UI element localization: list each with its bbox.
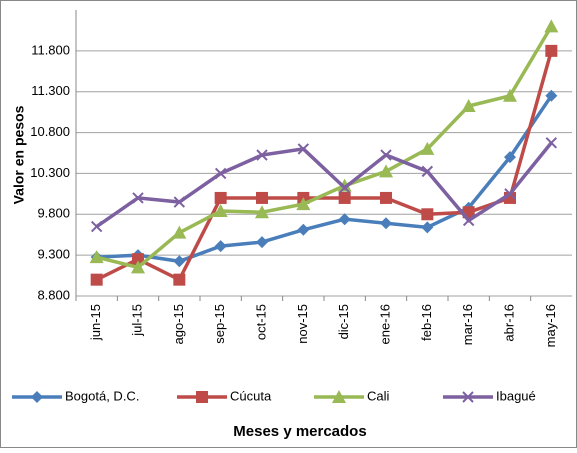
legend-label: Ibagué bbox=[496, 388, 536, 403]
marker bbox=[256, 149, 268, 161]
marker bbox=[462, 391, 474, 403]
marker bbox=[421, 208, 434, 221]
marker bbox=[90, 273, 103, 286]
x-tick-label: jul-15 bbox=[129, 304, 144, 337]
marker bbox=[173, 273, 186, 286]
series-line bbox=[95, 141, 553, 228]
marker bbox=[214, 167, 227, 180]
marker bbox=[173, 255, 186, 268]
marker bbox=[420, 141, 435, 155]
legend-label: Cúcuta bbox=[230, 388, 272, 403]
y-tick-label: 9.800 bbox=[37, 206, 70, 221]
marker bbox=[462, 214, 475, 227]
series-line bbox=[95, 50, 554, 282]
marker bbox=[545, 44, 558, 57]
marker bbox=[214, 240, 227, 253]
marker bbox=[196, 391, 208, 403]
marker bbox=[544, 19, 559, 33]
legend-label: Bogotá, D.C. bbox=[65, 388, 139, 403]
marker bbox=[379, 164, 393, 178]
y-tick-label: 8.800 bbox=[37, 287, 70, 302]
marker bbox=[338, 191, 351, 204]
marker bbox=[338, 182, 351, 194]
marker bbox=[90, 220, 103, 233]
marker bbox=[214, 191, 227, 204]
y-axis-label: Valor en pesos bbox=[11, 105, 27, 204]
series-line bbox=[96, 94, 553, 264]
marker bbox=[338, 213, 351, 226]
marker bbox=[89, 250, 104, 264]
y-tick-label: 11.800 bbox=[31, 42, 70, 57]
y-tick-label: 10.300 bbox=[30, 165, 70, 180]
marker bbox=[297, 143, 310, 155]
x-axis-label: Meses y mercados bbox=[233, 423, 366, 440]
marker bbox=[131, 260, 145, 274]
x-tick-label: mar-16 bbox=[460, 304, 475, 345]
marker bbox=[380, 149, 392, 161]
x-tick-label: jun-15 bbox=[88, 304, 103, 341]
marker bbox=[296, 197, 311, 211]
legend-label: Cali bbox=[367, 388, 390, 403]
marker bbox=[545, 89, 558, 102]
series-line bbox=[96, 25, 553, 270]
x-tick-label: sep-15 bbox=[212, 304, 227, 344]
marker bbox=[461, 99, 476, 113]
x-tick-label: abr-16 bbox=[501, 304, 516, 342]
marker bbox=[31, 391, 43, 403]
marker bbox=[172, 225, 187, 239]
x-tick-label: nov-15 bbox=[295, 304, 310, 344]
marker bbox=[504, 188, 516, 200]
x-tick-label: ene-16 bbox=[377, 304, 392, 344]
marker bbox=[380, 191, 392, 204]
marker bbox=[256, 191, 268, 204]
marker bbox=[503, 88, 517, 102]
marker bbox=[255, 205, 269, 219]
x-tick-label: oct-15 bbox=[253, 304, 268, 340]
marker bbox=[332, 390, 346, 403]
marker bbox=[337, 178, 352, 192]
marker bbox=[545, 137, 558, 149]
marker bbox=[504, 151, 516, 164]
x-tick-label: ago-15 bbox=[171, 304, 186, 344]
marker bbox=[213, 204, 228, 218]
x-tick-label: may-16 bbox=[543, 304, 558, 347]
marker bbox=[132, 253, 144, 266]
marker bbox=[256, 236, 268, 249]
marker bbox=[297, 223, 310, 236]
y-tick-label: 9.300 bbox=[37, 247, 70, 262]
x-tick-label: feb-16 bbox=[419, 304, 434, 341]
marker bbox=[421, 165, 434, 178]
marker bbox=[173, 196, 186, 208]
marker bbox=[380, 217, 392, 230]
x-tick-label: dic-15 bbox=[336, 304, 351, 339]
y-tick-label: 10.800 bbox=[30, 124, 70, 139]
marker bbox=[421, 221, 434, 234]
y-tick-label: 11.300 bbox=[31, 83, 70, 98]
marker bbox=[132, 192, 144, 204]
